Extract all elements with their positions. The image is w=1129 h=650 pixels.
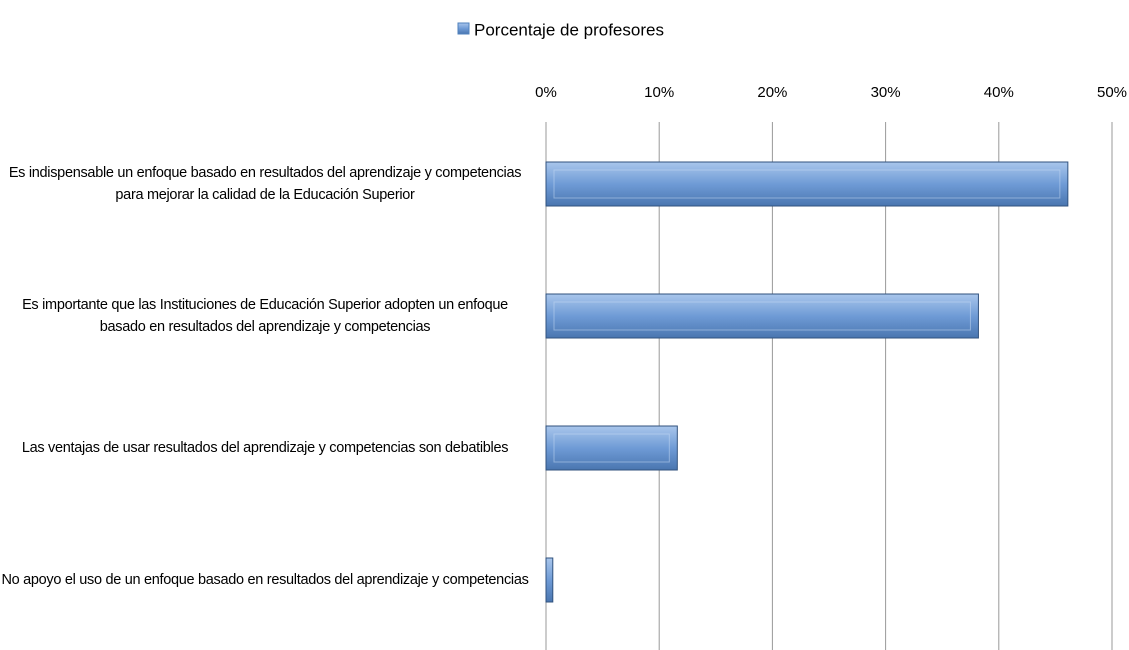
bar-body (545, 425, 678, 471)
x-tick-label: 30% (871, 84, 901, 101)
bar (545, 425, 678, 471)
bar-body (545, 161, 1069, 207)
y-tick-label: No apoyo el uso de un enfoque basado en … (1, 572, 529, 588)
bar-bevel (553, 301, 971, 331)
legend-label: Porcentaje de profesores (474, 20, 664, 39)
bar (545, 161, 1069, 207)
bar (545, 293, 979, 339)
y-tick-label: Las ventajas de usar resultados del apre… (21, 440, 509, 456)
legend-swatch (457, 22, 470, 35)
bar-body (545, 293, 979, 339)
x-tick-label: 40% (984, 84, 1014, 101)
bar (545, 557, 554, 603)
x-tick-label: 10% (644, 84, 674, 101)
y-tick-label: Es importante que las Instituciones de E… (22, 297, 508, 335)
bar-bevel (553, 169, 1061, 199)
bar-bevel (553, 433, 670, 463)
y-tick-label: Es indispensable un enfoque basado en re… (8, 165, 522, 203)
x-tick-label: 20% (757, 84, 787, 101)
bar-body (545, 557, 554, 603)
x-tick-label: 0% (535, 84, 557, 101)
x-tick-label: 50% (1097, 84, 1127, 101)
